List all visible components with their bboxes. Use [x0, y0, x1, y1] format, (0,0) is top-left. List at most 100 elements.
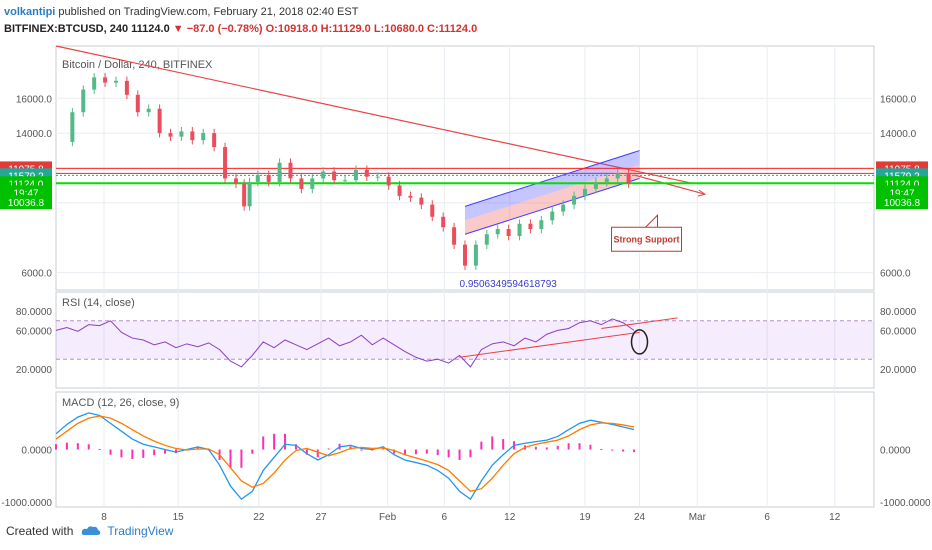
candle-body [113, 80, 118, 83]
macd-hist-bar [447, 449, 450, 458]
candle-body [386, 176, 391, 186]
macd-hist-bar [458, 449, 461, 460]
level-tag-text: 10036.8 [884, 198, 921, 209]
macd-hist-bar [556, 445, 559, 450]
publish-date: published on TradingView.com, February 2… [58, 6, 359, 18]
price-change: ▼ −87.0 (−0.78%) [172, 23, 263, 35]
candle-body [528, 223, 533, 229]
x-tick-label: 12 [504, 512, 516, 520]
level-tag-right [876, 195, 928, 210]
macd-hist-bar [414, 449, 417, 455]
price-tick-right: 14000.0 [880, 129, 917, 140]
candle-body [353, 169, 358, 181]
x-tick-label: 19 [579, 512, 591, 520]
macd-tick-right: 0.0000 [880, 446, 911, 457]
created-with-label: Created with [6, 524, 74, 538]
macd-hist-bar [131, 449, 134, 459]
candle-body [212, 133, 217, 148]
macd-hist-bar [251, 449, 254, 454]
rsi-tick-right: 20.0000 [880, 365, 917, 376]
level-tag-text: 19:47 [889, 188, 914, 199]
candle-body [242, 183, 247, 207]
macd-hist-bar [567, 443, 570, 450]
macd-hist-bar [109, 449, 112, 455]
chart-canvas[interactable]: 8 15 22 27 Feb 6 12 19 24 Mar 6 12 16000.0 16000.0 140… [0, 42, 932, 520]
candle-body [561, 204, 566, 212]
macd-hist-bar [622, 449, 625, 452]
macd-hist-bar [120, 449, 123, 458]
candle-body [201, 133, 206, 141]
symbol-bar: BITFINEX:BTCUSD, 240 11124.0 ▼ −87.0 (−0… [4, 23, 477, 35]
rsi-tick-left: 20.0000 [16, 365, 53, 376]
macd-hist-bar [578, 443, 581, 450]
rsi-title: RSI (14, close) [62, 297, 135, 309]
macd-hist-bar [382, 448, 385, 450]
x-tick-label: 22 [253, 512, 265, 520]
macd-hist-bar [436, 449, 439, 456]
signal-line [55, 415, 635, 493]
macd-hist-bar [327, 448, 330, 450]
footer: Created with TradingView [6, 524, 173, 538]
candle-body [70, 112, 75, 142]
candle-body [473, 244, 478, 266]
price-tick-left: 14000.0 [16, 129, 53, 140]
candle-body [397, 185, 402, 196]
macd-hist-bar [360, 449, 363, 451]
macd-hist-bar [491, 436, 494, 450]
candle-body [247, 181, 252, 207]
macd-hist-bar [240, 449, 243, 468]
candle-body [157, 108, 162, 134]
macd-hist-bar [273, 433, 276, 450]
tradingview-cloud-icon [82, 526, 101, 535]
candle-body [190, 131, 195, 141]
candle-body [179, 131, 184, 137]
candle-body [604, 178, 609, 182]
candle-body [266, 174, 271, 182]
price-tick-right: 16000.0 [880, 94, 917, 105]
level-tag-left [0, 195, 52, 210]
candle-body [124, 80, 129, 95]
macd-hist-bar [262, 436, 265, 450]
candle-body [539, 220, 544, 229]
rsi-circle [630, 329, 649, 355]
tradingview-link[interactable]: TradingView [107, 524, 174, 538]
macd-hist-bar [65, 442, 68, 450]
level-tag-text: 11124.0 [885, 179, 920, 190]
candle-body [168, 133, 173, 137]
candle-body [582, 188, 587, 196]
macd-line [55, 412, 635, 501]
level-tag-text: 19:47 [13, 188, 38, 199]
macd-title: MACD (12, 26, close, 9) [62, 397, 179, 409]
macd-hist-bar [502, 439, 505, 450]
candle-body [103, 77, 108, 83]
candle-body [92, 77, 97, 90]
macd-hist-bar [393, 449, 396, 454]
price-tick-right: 6000.0 [880, 269, 911, 280]
macd-hist-bar [284, 433, 287, 450]
candle-body [299, 178, 304, 189]
ohlc-values: O:10918.0 H:11129.0 L:10680.0 C:11124.0 [265, 23, 478, 35]
macd-tick-right: -1000.0000 [880, 498, 931, 509]
x-tick-label: 24 [634, 512, 646, 520]
candle-body [255, 174, 260, 182]
x-tick-label: 15 [173, 512, 185, 520]
macd-hist-bar [76, 443, 79, 450]
candle-body [81, 89, 86, 113]
macd-hist-bar [229, 449, 232, 468]
macd-hist-bar [534, 446, 537, 450]
symbol-label[interactable]: BITFINEX:BTCUSD, 240 [4, 23, 129, 35]
author-link[interactable]: volkantipi [4, 6, 56, 18]
macd-hist-bar [174, 449, 177, 454]
candle-body [484, 234, 489, 245]
candle-body [408, 195, 413, 198]
callout-box [611, 214, 683, 252]
level-tag-text: 10036.8 [8, 198, 45, 209]
candle-body [550, 211, 555, 221]
callout-text: Strong Support [614, 234, 680, 244]
candle-body [506, 229, 511, 236]
rsi-line [55, 318, 635, 368]
level-tag-text: 11124.0 [9, 179, 44, 190]
candle-body [495, 229, 500, 235]
candle-body [517, 223, 522, 236]
candle-body [146, 108, 151, 113]
